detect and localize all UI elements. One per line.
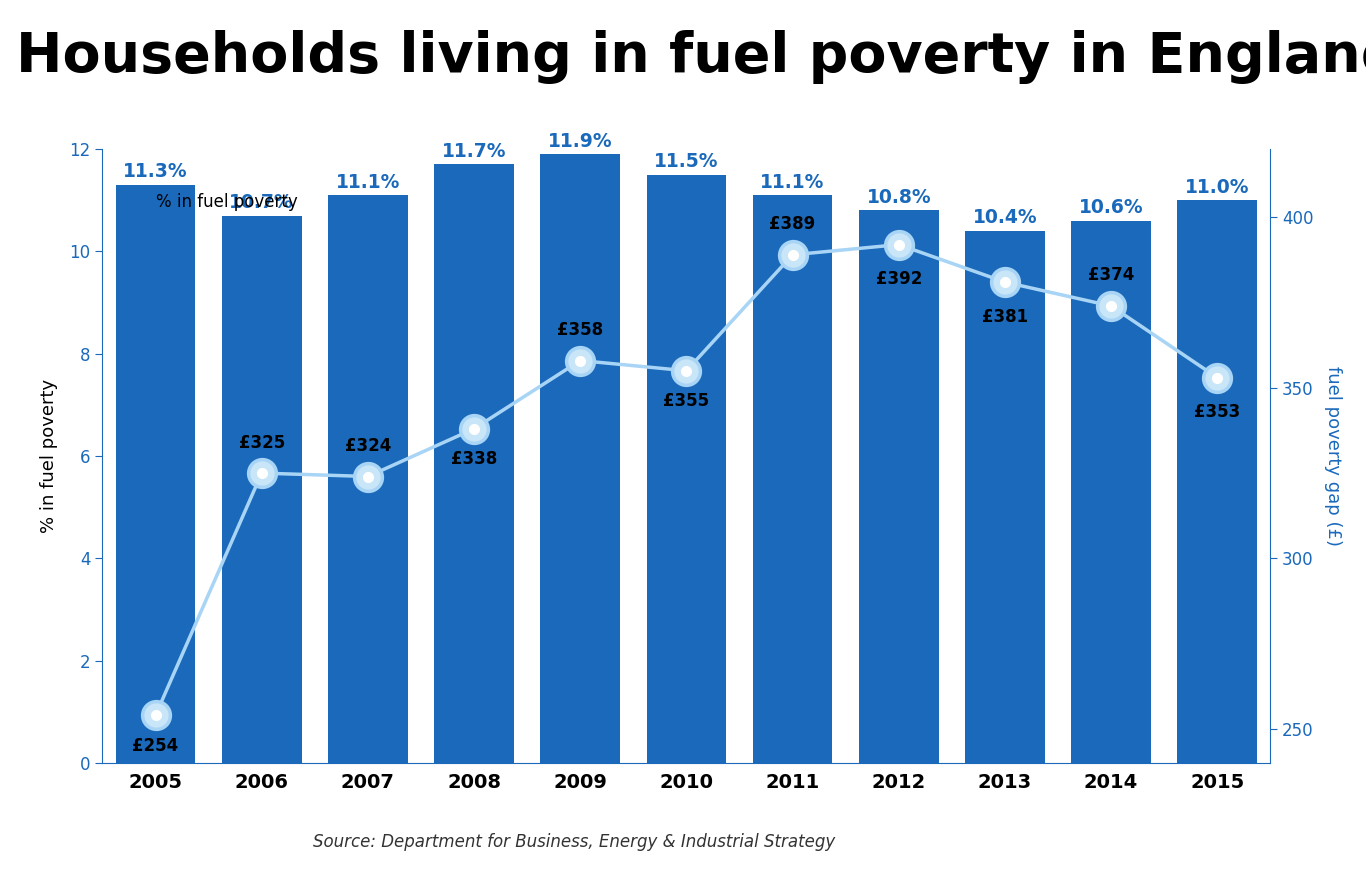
Bar (1177, 200, 1257, 763)
Text: 10.8%: 10.8% (866, 188, 932, 207)
Text: 11.5%: 11.5% (654, 152, 719, 171)
Text: 11.1%: 11.1% (761, 173, 825, 191)
Text: £374: £374 (1087, 267, 1134, 284)
Text: £324: £324 (344, 437, 391, 455)
Text: £338: £338 (451, 450, 497, 468)
Y-axis label: % in fuel poverty: % in fuel poverty (40, 379, 59, 533)
Text: Source: Department for Business, Energy & Industrial Strategy: Source: Department for Business, Energy … (313, 832, 835, 851)
Text: £353: £353 (1194, 403, 1240, 421)
Bar (328, 196, 407, 763)
Text: 11.0%: 11.0% (1186, 178, 1250, 196)
Legend: % in fuel poverty: % in fuel poverty (111, 186, 305, 217)
Text: PA: PA (1242, 810, 1302, 852)
Bar (859, 210, 938, 763)
Text: £358: £358 (557, 321, 604, 339)
Text: 10.6%: 10.6% (1079, 198, 1143, 217)
Bar (541, 154, 620, 763)
Bar (646, 175, 727, 763)
Text: 10.7%: 10.7% (229, 193, 294, 212)
Bar (116, 185, 195, 763)
Bar (966, 231, 1045, 763)
Text: £355: £355 (664, 392, 709, 410)
Text: £392: £392 (876, 270, 922, 289)
Text: 10.4%: 10.4% (973, 209, 1037, 227)
Text: 11.1%: 11.1% (336, 173, 400, 191)
Text: 11.3%: 11.3% (123, 162, 189, 182)
Text: £325: £325 (239, 433, 285, 452)
Text: £389: £389 (769, 215, 816, 233)
Bar (221, 216, 302, 763)
Y-axis label: fuel poverty gap (£): fuel poverty gap (£) (1324, 366, 1341, 546)
Text: £254: £254 (133, 737, 179, 755)
Text: £381: £381 (982, 308, 1029, 326)
Bar (1071, 221, 1152, 763)
Text: Households living in fuel poverty in England: Households living in fuel poverty in Eng… (16, 30, 1366, 84)
Bar (753, 196, 832, 763)
Bar (434, 165, 514, 763)
Text: 11.9%: 11.9% (548, 132, 612, 151)
Text: 11.7%: 11.7% (441, 142, 507, 160)
